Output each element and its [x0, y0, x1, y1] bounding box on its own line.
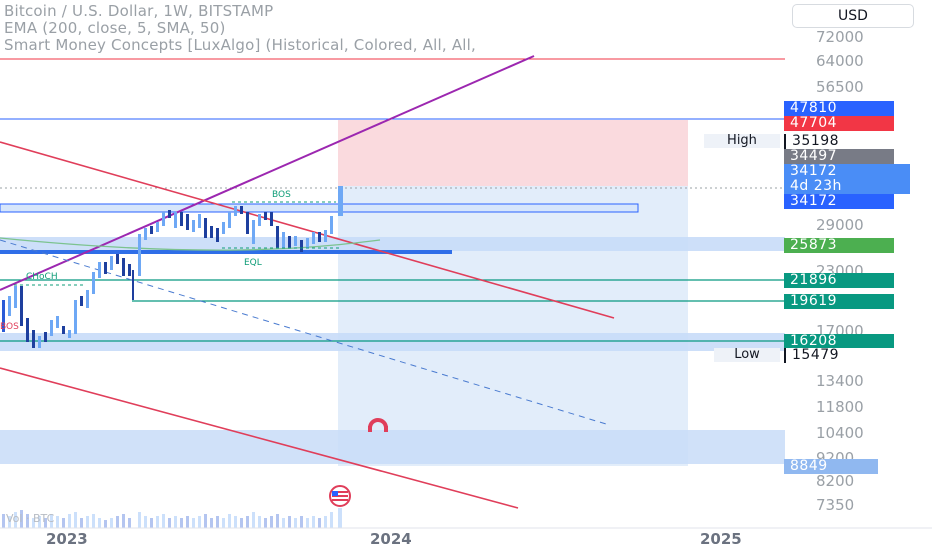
price-tick: 56500: [816, 78, 864, 96]
time-label-2025: 2025: [700, 530, 742, 548]
bar-countdown: 4d 23h: [784, 179, 910, 194]
high-label: High: [704, 134, 780, 148]
price-tag-34172: 34172: [784, 194, 894, 209]
upper-channel-line: [0, 55, 535, 291]
mid-channel-line: [0, 141, 615, 319]
price-tag-8849: 8849: [784, 459, 878, 474]
price-tick: 72000: [816, 28, 864, 46]
volume-legend[interactable]: Vol · BTC: [6, 512, 55, 525]
price-tick: 8200: [816, 472, 855, 490]
ema-indicator-legend[interactable]: EMA (200, close, 5, SMA, 50): [4, 19, 226, 37]
price-tag-47810: 47810: [784, 101, 894, 116]
price-tag-25873: 25873: [784, 238, 894, 253]
bos-label: BOS: [272, 190, 291, 200]
eql-zone: [0, 250, 452, 254]
price-tag-16208: 16208: [784, 334, 894, 349]
price-tick: 10400: [816, 424, 864, 442]
price-tag-34497: 34497: [784, 149, 894, 164]
demand-zone: [0, 333, 785, 351]
stop-zone: [338, 120, 688, 186]
price-tick: 29000: [816, 216, 864, 234]
price-tick: 64000: [816, 52, 864, 70]
smc-indicator-legend[interactable]: Smart Money Concepts [LuxAlgo] (Historic…: [4, 36, 477, 54]
price-tag-current: 34172: [784, 164, 910, 179]
low-demand-zone: [0, 430, 785, 464]
candles: [2, 186, 343, 348]
symbol-title[interactable]: Bitcoin / U.S. Dollar, 1W, BITSTAMP: [4, 2, 274, 20]
target-zone: [338, 186, 688, 466]
time-label-2024: 2024: [370, 530, 412, 548]
price-tick: 11800: [816, 398, 864, 416]
ema-line: [0, 237, 381, 251]
resistance-zone: [0, 203, 639, 213]
eql-label: EQL: [244, 258, 262, 268]
economic-event-icon[interactable]: [329, 485, 351, 507]
price-tag-low: 15479: [784, 348, 896, 363]
volume-bars: [2, 508, 342, 528]
price-tag-high: 35198: [784, 134, 896, 149]
price-tag-47704: 47704: [784, 116, 894, 131]
support-zone: [0, 237, 785, 251]
price-tick: 7350: [816, 496, 855, 514]
bos-left-label: BOS: [0, 322, 19, 332]
lower-channel-line: [0, 367, 519, 509]
choch-label: CHoCH: [26, 272, 58, 282]
magnet-icon[interactable]: [368, 418, 388, 432]
low-label: Low: [714, 348, 780, 362]
currency-selector[interactable]: USD: [792, 4, 914, 28]
price-tick: 13400: [816, 372, 864, 390]
price-tag-19619: 19619: [784, 294, 894, 309]
time-label-2023: 2023: [46, 530, 88, 548]
price-tag-21896: 21896: [784, 273, 894, 288]
